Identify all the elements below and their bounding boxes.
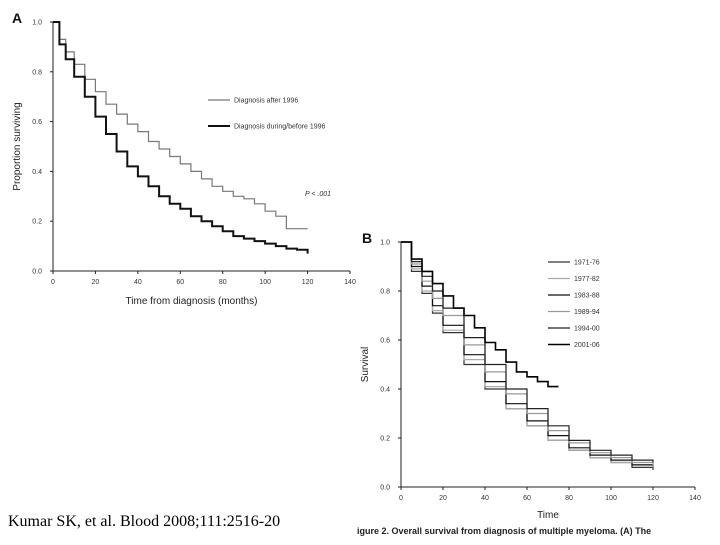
panel-b: B 0 20 40 60 80 100 120 140 0.0 0.2 0.4 0.6 0.8 1.0 Tim…: [360, 230, 701, 521]
series-line-b-2: [401, 241, 654, 468]
x-tick-label-a: 120: [302, 279, 314, 286]
y-tick-label-b: 1.0: [380, 240, 390, 247]
y-tick-label-a: 0.8: [32, 69, 42, 76]
legend-label-b-3: 1983-88: [574, 293, 600, 300]
x-tick-label-b: 100: [605, 495, 617, 502]
series-line-b-4: [401, 241, 654, 468]
legend-label-b-1: 1971-76: [574, 260, 600, 267]
x-tick-label-a: 40: [134, 279, 142, 286]
series-line-b-6: [401, 241, 559, 388]
y-axis-label-a: Proportion surviving: [12, 102, 23, 190]
x-axis-label-a: Time from diagnosis (months): [126, 296, 258, 307]
legend-label-b-4: 1989-94: [574, 309, 600, 316]
x-tick-label-b: 120: [647, 495, 659, 502]
y-tick-label-b: 0.2: [380, 436, 390, 443]
x-tick-label-a: 0: [51, 279, 55, 286]
x-tick-label-b: 20: [439, 495, 447, 502]
legend-label-a-1: Diagnosis after 1996: [234, 98, 298, 105]
legend-label-b-6: 2001-06: [574, 342, 600, 349]
y-tick-label-b: 0.4: [380, 387, 390, 394]
x-tick-label-b: 60: [523, 495, 531, 502]
x-tick-label-b: 140: [689, 495, 701, 502]
x-tick-label-b: 0: [399, 495, 403, 502]
panel-label-b: B: [362, 230, 372, 246]
y-tick-label-a: 0.4: [32, 169, 42, 176]
x-tick-label-b: 40: [481, 495, 489, 502]
y-tick-label-a: 0.2: [32, 219, 42, 226]
x-axis-label-b: Time: [537, 510, 559, 521]
x-tick-label-b: 80: [565, 495, 573, 502]
series-line-b-3: [401, 241, 654, 468]
legend-label-a-2: Diagnosis during/before 1996: [234, 124, 326, 131]
x-tick-label-a: 60: [176, 279, 184, 286]
y-tick-label-a: 0.6: [32, 119, 42, 126]
series-line-b-1: [401, 241, 654, 470]
figure-caption: igure 2. Overall survival from diagnosis…: [357, 526, 652, 536]
y-tick-label-b: 0.0: [380, 485, 390, 492]
x-tick-label-a: 140: [344, 279, 356, 286]
citation: Kumar SK, et al. Blood 2008;111:2516-20: [8, 513, 281, 530]
panel-label-a: A: [12, 10, 22, 26]
series-line-b-5: [401, 241, 654, 463]
x-tick-label-a: 20: [92, 279, 100, 286]
p-value-annotation: P < .001: [305, 191, 331, 198]
legend-label-b-5: 1994-00: [574, 326, 600, 333]
y-axis-label-b: Survival: [360, 347, 371, 383]
y-tick-label-a: 1.0: [32, 20, 42, 27]
legend-label-b-2: 1977-82: [574, 276, 600, 283]
y-tick-label-b: 0.6: [380, 338, 390, 345]
y-tick-label-b: 0.8: [380, 289, 390, 296]
panel-a: A 0 20 40 60 80 100 120 140 0.0 0.2 0.4 0.6 0.8 1.0 Tim…: [12, 10, 356, 307]
x-tick-label-a: 80: [219, 279, 227, 286]
y-tick-label-a: 0.0: [32, 269, 42, 276]
x-tick-label-a: 100: [259, 279, 271, 286]
series-line-a-2: [53, 21, 309, 254]
